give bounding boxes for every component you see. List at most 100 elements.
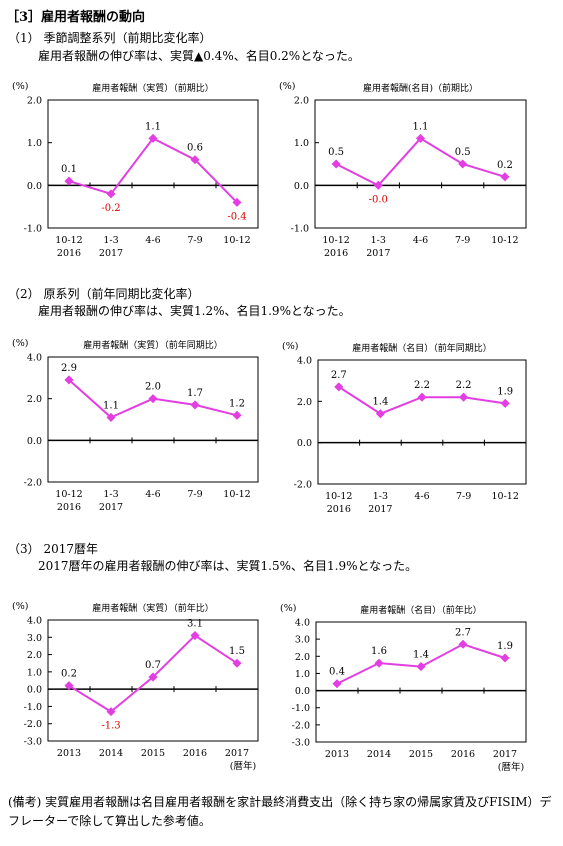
y-tick-label: 4.0 bbox=[27, 616, 42, 627]
data-point bbox=[106, 189, 116, 199]
main-heading: ［3］雇用者報酬の動向 bbox=[6, 10, 146, 25]
x-tick-label: 2017 bbox=[225, 748, 249, 759]
y-tick-label: 0.0 bbox=[294, 181, 309, 192]
x-tick-label: 10-12 bbox=[223, 489, 250, 500]
data-label: 2.2 bbox=[456, 380, 472, 391]
y-tick-label: 1.0 bbox=[295, 669, 310, 680]
footnote: (備考) 実質雇用者報酬は名目雇用者報酬を家計最終消費支出（除く持ち家の帰属家賃… bbox=[8, 795, 552, 828]
data-label: 1.9 bbox=[497, 386, 513, 397]
data-label: 1.7 bbox=[187, 388, 203, 399]
x-tick-label: 1-3 bbox=[373, 491, 388, 502]
plot-frame bbox=[47, 619, 259, 742]
y-tick-label: 0.0 bbox=[27, 181, 42, 192]
data-label: 0.6 bbox=[187, 143, 203, 154]
unit-label: (%) bbox=[280, 603, 296, 614]
x-tick-label: 4-6 bbox=[413, 235, 428, 246]
y-tick-label: 1.0 bbox=[27, 667, 42, 678]
x-tick-label: 10-12 bbox=[55, 489, 82, 500]
x-tick-label: 4-6 bbox=[145, 489, 160, 500]
y-tick-label: 1.0 bbox=[294, 138, 309, 149]
data-point bbox=[500, 172, 510, 182]
x-tick-label: 10-12 bbox=[491, 235, 518, 246]
x-tick-label: 2016 bbox=[327, 504, 351, 515]
x-tick-label: 7-9 bbox=[455, 235, 470, 246]
data-label: -0.2 bbox=[101, 203, 120, 214]
data-point bbox=[64, 176, 74, 186]
x-tick-label: 2015 bbox=[141, 748, 165, 759]
y-tick-label: 3.0 bbox=[295, 635, 310, 646]
data-label: 2.7 bbox=[331, 370, 347, 381]
data-point bbox=[148, 394, 158, 404]
data-point bbox=[232, 197, 242, 207]
y-tick-label: 0.0 bbox=[27, 436, 42, 447]
plot-frame bbox=[47, 99, 259, 229]
unit-label: (%) bbox=[282, 341, 298, 352]
chart-title: 雇用者報酬（実質）（前期比） bbox=[92, 82, 214, 94]
y-tick-label: 4.0 bbox=[27, 353, 42, 364]
x-tick-label: 10-12 bbox=[492, 491, 519, 502]
data-label: 1.2 bbox=[229, 398, 245, 409]
y-tick-label: -1.0 bbox=[24, 702, 42, 713]
chart-title: 雇用者報酬（実質）（前年同期比） bbox=[83, 339, 223, 351]
data-label: 0.4 bbox=[329, 667, 345, 678]
x-tick-label: 10-12 bbox=[55, 235, 82, 246]
x-tick-label: 2014 bbox=[99, 748, 123, 759]
section-2-desc: 雇用者報酬の伸び率は、実質1.2%、名目1.9%となった。 bbox=[38, 304, 351, 318]
x-tick-label: (暦年) bbox=[230, 760, 256, 772]
y-tick-label: -1.0 bbox=[291, 224, 309, 235]
unit-label: (%) bbox=[12, 601, 28, 612]
data-label: 0.5 bbox=[455, 147, 471, 158]
y-tick-label: 2.0 bbox=[27, 96, 42, 107]
data-label: 1.9 bbox=[497, 641, 513, 652]
chart-title: 雇用者報酬（名目）（前年同期比） bbox=[352, 342, 492, 354]
y-tick-label: 0.0 bbox=[27, 685, 42, 696]
data-label: 0.7 bbox=[145, 660, 161, 671]
data-label: 1.6 bbox=[371, 646, 387, 657]
y-tick-label: -3.0 bbox=[24, 737, 42, 748]
y-tick-label: -3.0 bbox=[292, 738, 310, 749]
x-tick-label: 2013 bbox=[325, 749, 349, 760]
unit-label: (%) bbox=[279, 81, 295, 92]
section-1-desc: 雇用者報酬の伸び率は、実質▲0.4%、名目0.2%となった。 bbox=[38, 49, 360, 63]
data-label: 1.1 bbox=[145, 121, 161, 132]
y-tick-label: -2.0 bbox=[294, 480, 312, 491]
x-tick-label: 2017 bbox=[99, 502, 123, 513]
section-3-title: （3） 2017暦年 bbox=[8, 542, 98, 556]
x-tick-label: 1-3 bbox=[103, 489, 118, 500]
data-label: 2.0 bbox=[145, 382, 161, 393]
y-tick-label: -2.0 bbox=[24, 478, 42, 489]
x-tick-label: 4-6 bbox=[145, 235, 160, 246]
y-tick-label: 2.0 bbox=[27, 650, 42, 661]
data-point bbox=[190, 155, 200, 165]
data-point bbox=[232, 410, 242, 420]
x-tick-label: 7-9 bbox=[187, 235, 202, 246]
data-label: 1.1 bbox=[413, 121, 429, 132]
data-point bbox=[190, 400, 200, 410]
data-point bbox=[106, 412, 116, 422]
y-tick-label: 1.0 bbox=[27, 138, 42, 149]
y-tick-label: 0.0 bbox=[295, 686, 310, 697]
data-label: 2.9 bbox=[61, 363, 77, 374]
y-tick-label: 2.0 bbox=[27, 394, 42, 405]
x-tick-label: 7-9 bbox=[187, 489, 202, 500]
x-tick-label: 2017 bbox=[366, 248, 390, 259]
section-3-desc: 2017暦年の雇用者報酬の伸び率は、実質1.5%、名目1.9%となった。 bbox=[38, 559, 418, 573]
data-label: 1.1 bbox=[103, 400, 119, 411]
y-tick-label: 2.0 bbox=[297, 397, 312, 408]
y-tick-label: -2.0 bbox=[24, 719, 42, 730]
x-tick-label: 2016 bbox=[183, 748, 207, 759]
y-tick-label: 3.0 bbox=[27, 633, 42, 644]
data-point bbox=[416, 662, 426, 672]
x-tick-label: 2016 bbox=[57, 248, 81, 259]
x-tick-label: 1-3 bbox=[371, 235, 386, 246]
x-tick-label: 7-9 bbox=[456, 491, 471, 502]
chart-title: 雇用者報酬（実質）（前年比） bbox=[92, 602, 214, 614]
data-label: 0.2 bbox=[497, 160, 513, 171]
data-point bbox=[106, 707, 116, 717]
x-tick-label: (暦年) bbox=[498, 761, 524, 773]
data-label: 3.1 bbox=[187, 619, 203, 630]
